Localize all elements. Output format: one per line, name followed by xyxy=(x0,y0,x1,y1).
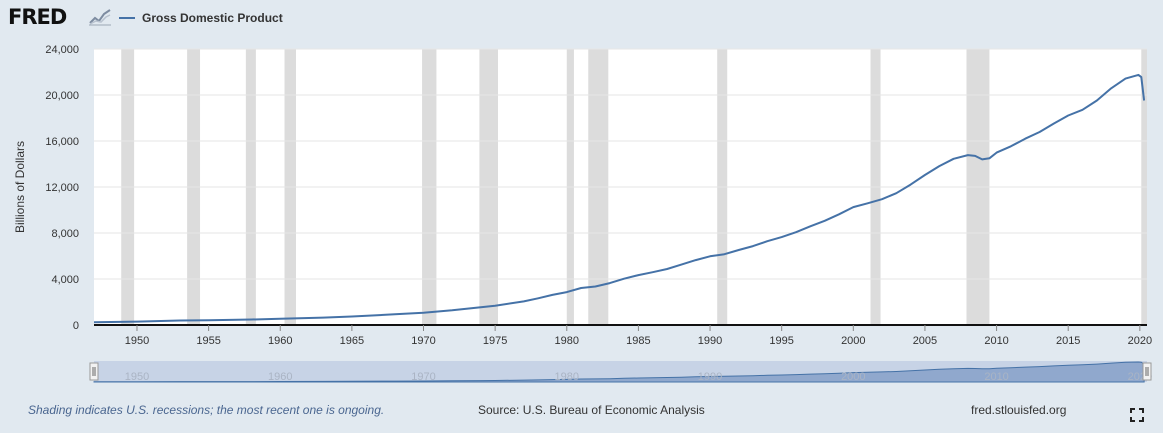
x-tick-label: 1975 xyxy=(483,335,507,347)
y-tick-label: 4,000 xyxy=(51,274,79,286)
navigator-tick-label: 2000 xyxy=(841,371,865,383)
trend-line-icon xyxy=(89,8,111,26)
y-tick-label: 24,000 xyxy=(45,44,79,56)
navigator-tick-label: 1990 xyxy=(698,371,722,383)
x-tick-label: 2020 xyxy=(1128,335,1152,347)
x-tick-label: 1955 xyxy=(196,335,220,347)
y-tick-label: 12,000 xyxy=(45,182,79,194)
x-tick-label: 1950 xyxy=(125,335,149,347)
site-url[interactable]: fred.stlouisfed.org xyxy=(971,403,1067,417)
navigator-series xyxy=(93,361,1145,383)
navigator-tick-label: 1950 xyxy=(125,371,149,383)
x-tick-label: 1980 xyxy=(555,335,579,347)
navigator-tick-label: 2010 xyxy=(984,371,1008,383)
navigator-tick-label: 1970 xyxy=(411,371,435,383)
navigator-tick-label: 1960 xyxy=(268,371,292,383)
legend-swatch xyxy=(119,17,135,19)
x-tick-label: 1965 xyxy=(340,335,364,347)
legend-label: Gross Domestic Product xyxy=(142,11,283,25)
series-line[interactable] xyxy=(93,73,1146,324)
recession-note: Shading indicates U.S. recessions; the m… xyxy=(28,403,385,417)
chart-legend[interactable]: Gross Domestic Product xyxy=(119,11,283,25)
x-tick-label: 2005 xyxy=(913,335,937,347)
chart[interactable]: 0 4,000 8,000 12,000 16,000 20,000 24,000 1950 1… xyxy=(0,0,1163,400)
y-tick-label: 16,000 xyxy=(45,136,79,148)
x-tick-label: 1960 xyxy=(268,335,292,347)
navigator-tick-label: 1980 xyxy=(555,371,579,383)
chart-header: FRED Gross Domestic Product xyxy=(0,0,1163,40)
navigator-handle[interactable] xyxy=(89,362,99,381)
x-tick-label: 1970 xyxy=(411,335,435,347)
fullscreen-icon[interactable] xyxy=(1130,408,1144,422)
x-tick-label: 1990 xyxy=(698,335,722,347)
fred-logo[interactable]: FRED xyxy=(8,5,67,29)
y-tick-label: 0 xyxy=(73,320,79,332)
x-tick-label: 2000 xyxy=(841,335,865,347)
x-tick-label: 1985 xyxy=(626,335,650,347)
y-tick-label: 20,000 xyxy=(45,90,79,102)
x-tick-label: 2010 xyxy=(984,335,1008,347)
y-tick-label: 8,000 xyxy=(51,228,79,240)
x-tick-label: 2015 xyxy=(1056,335,1080,347)
data-source: Source: U.S. Bureau of Economic Analysis xyxy=(478,403,705,417)
navigator-handle[interactable] xyxy=(1142,362,1152,381)
y-axis-label: Billions of Dollars xyxy=(13,141,27,233)
x-tick-label: 1995 xyxy=(769,335,793,347)
